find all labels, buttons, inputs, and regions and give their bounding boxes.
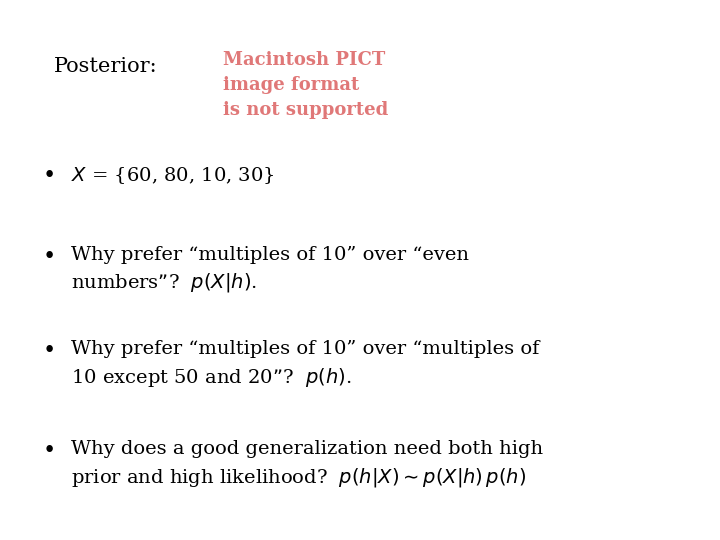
Text: Why prefer “multiples of 10” over “multiples of
10 except 50 and 20”?  $p(h)$.: Why prefer “multiples of 10” over “multi…: [71, 340, 539, 389]
Text: Why does a good generalization need both high
prior and high likelihood?  $p(h|X: Why does a good generalization need both…: [71, 440, 543, 489]
Text: $X$ = {60, 80, 10, 30}: $X$ = {60, 80, 10, 30}: [71, 165, 274, 186]
Text: •: •: [42, 165, 55, 187]
Text: •: •: [42, 340, 55, 362]
Text: Why prefer “multiples of 10” over “even
numbers”?  $p(X|h)$.: Why prefer “multiples of 10” over “even …: [71, 246, 469, 294]
Text: •: •: [42, 246, 55, 268]
Text: •: •: [42, 440, 55, 462]
Text: Posterior:: Posterior:: [54, 57, 158, 76]
Text: Macintosh PICT
image format
is not supported: Macintosh PICT image format is not suppo…: [223, 51, 389, 119]
